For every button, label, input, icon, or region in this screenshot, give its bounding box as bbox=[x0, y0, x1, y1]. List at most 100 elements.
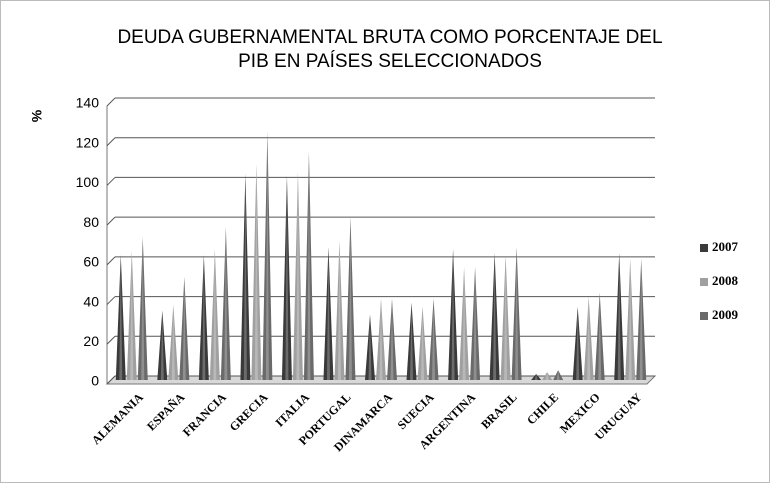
bar bbox=[531, 374, 542, 380]
bar bbox=[157, 310, 168, 380]
grid-line bbox=[106, 375, 116, 385]
bar-shade bbox=[213, 248, 217, 380]
chart-title: DEUDA GUBERNAMENTAL BRUTA COMO PORCENTAJ… bbox=[117, 27, 662, 48]
bar bbox=[614, 252, 625, 380]
bar-shade bbox=[598, 292, 602, 380]
bar bbox=[636, 258, 647, 380]
bar bbox=[137, 237, 148, 380]
legend-label: 2009 bbox=[712, 307, 739, 322]
bar bbox=[220, 227, 231, 380]
bar-shade bbox=[451, 248, 455, 380]
bar bbox=[428, 298, 439, 380]
bar-shade bbox=[119, 254, 123, 380]
bar bbox=[179, 276, 190, 380]
bar-shade bbox=[326, 246, 330, 380]
bar bbox=[303, 151, 314, 380]
bar bbox=[572, 306, 583, 380]
y-tick-label: 120 bbox=[76, 134, 100, 150]
legend-label: 2007 bbox=[712, 239, 739, 254]
bar-shade bbox=[473, 266, 477, 380]
bar bbox=[323, 246, 334, 380]
bar-shade bbox=[410, 302, 414, 380]
bar-shade bbox=[141, 237, 145, 380]
bar bbox=[115, 254, 126, 380]
legend-swatch bbox=[700, 244, 708, 252]
bar-shade bbox=[462, 266, 466, 380]
bar bbox=[240, 173, 251, 380]
bar-shade bbox=[254, 163, 258, 380]
bar-shade bbox=[576, 306, 580, 380]
bar-shade bbox=[171, 304, 175, 380]
bar-shade bbox=[202, 254, 206, 380]
bar bbox=[345, 217, 356, 380]
bar bbox=[281, 175, 292, 380]
bar-shade bbox=[348, 217, 352, 380]
bar bbox=[511, 246, 522, 380]
bar bbox=[126, 250, 137, 380]
legend-swatch bbox=[700, 312, 708, 320]
y-axis-label: % bbox=[29, 109, 45, 122]
bar bbox=[387, 298, 397, 380]
y-tick-label: 0 bbox=[91, 373, 99, 389]
bar-shade bbox=[534, 374, 538, 380]
bar bbox=[459, 266, 470, 380]
bar bbox=[542, 372, 553, 380]
grid-line bbox=[106, 335, 116, 345]
grid-line bbox=[106, 256, 116, 266]
bar-shade bbox=[639, 258, 643, 380]
bar-shade bbox=[160, 310, 164, 380]
bar bbox=[594, 292, 605, 380]
bar bbox=[168, 304, 179, 380]
bar bbox=[489, 252, 500, 380]
bar-shade bbox=[337, 241, 341, 380]
y-tick-label: 100 bbox=[76, 174, 100, 190]
bar bbox=[500, 254, 511, 380]
bar-shade bbox=[368, 314, 372, 380]
bar-shade bbox=[307, 151, 311, 380]
bar-shade bbox=[265, 131, 269, 380]
bar bbox=[209, 248, 220, 380]
bar-shade bbox=[182, 276, 186, 380]
bar-shade bbox=[545, 372, 549, 380]
bar bbox=[583, 296, 594, 380]
bar-shade bbox=[493, 252, 497, 380]
legend-swatch bbox=[700, 278, 708, 286]
grid-line bbox=[106, 177, 116, 186]
bar bbox=[334, 241, 345, 380]
bar-shade bbox=[285, 175, 289, 380]
bar-shade bbox=[421, 306, 425, 380]
bar-shade bbox=[224, 227, 228, 380]
bar bbox=[625, 258, 636, 380]
bar-shade bbox=[243, 173, 247, 380]
legend-label: 2008 bbox=[712, 273, 739, 288]
chart-title: PIB EN PAÍSES SELECCIONADOS bbox=[238, 51, 542, 72]
grid-line bbox=[106, 216, 116, 226]
bar bbox=[448, 248, 459, 380]
bar-shade bbox=[432, 298, 436, 380]
y-tick-label: 80 bbox=[83, 214, 99, 230]
bar-shade bbox=[379, 298, 383, 380]
grid-line bbox=[106, 97, 116, 107]
bar bbox=[470, 266, 481, 380]
bar-shade bbox=[515, 246, 519, 380]
grid-line bbox=[106, 137, 116, 147]
bar-shade bbox=[504, 254, 508, 380]
y-tick-label: 40 bbox=[83, 293, 99, 309]
bar bbox=[262, 131, 273, 380]
bar bbox=[406, 302, 417, 380]
bar bbox=[198, 254, 209, 380]
bar bbox=[292, 171, 303, 380]
bar bbox=[417, 306, 428, 380]
bar-shade bbox=[587, 296, 591, 380]
bar-shade bbox=[628, 258, 632, 380]
bar-shade bbox=[296, 171, 300, 380]
bar-shade bbox=[556, 370, 560, 380]
y-tick-label: 140 bbox=[76, 95, 100, 111]
bar bbox=[365, 314, 375, 380]
bar-shade bbox=[617, 252, 621, 380]
y-tick-label: 20 bbox=[83, 333, 99, 349]
bar bbox=[251, 163, 262, 380]
bar-shade bbox=[390, 298, 394, 380]
